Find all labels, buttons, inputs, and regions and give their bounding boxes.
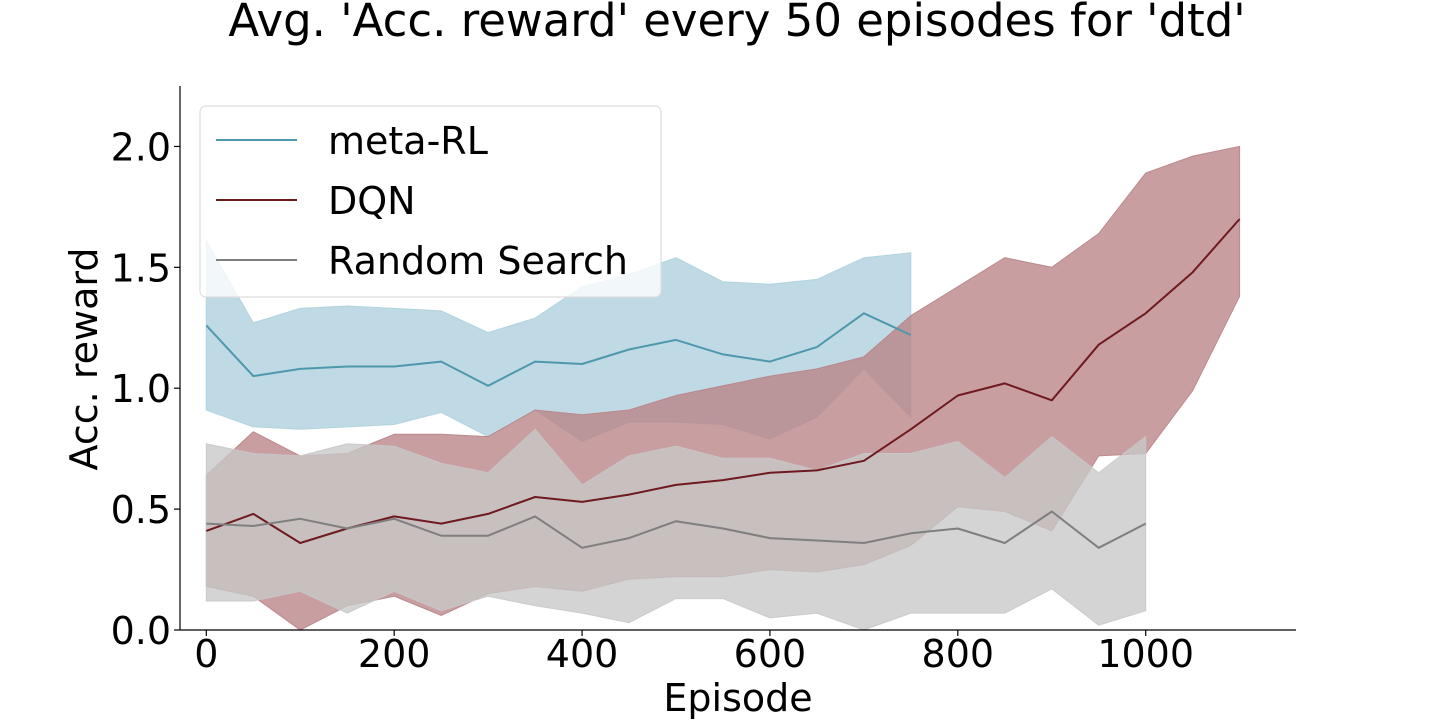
x-tick-label: 600 bbox=[734, 632, 807, 676]
x-tick-label: 400 bbox=[546, 632, 619, 676]
x-tick-label: 1000 bbox=[1097, 632, 1194, 676]
legend-frame bbox=[199, 105, 662, 298]
x-tick-label: 200 bbox=[358, 632, 431, 676]
legend: meta-RL DQN Random Search bbox=[199, 105, 662, 298]
legend-label-dqn: DQN bbox=[328, 179, 416, 223]
chart-title: Avg. 'Acc. reward' every 50 episodes for… bbox=[228, 0, 1245, 47]
y-tick-label: 1.5 bbox=[111, 246, 171, 290]
y-tick-label: 0.5 bbox=[111, 488, 171, 532]
axes bbox=[179, 86, 1296, 631]
x-tick-label: 0 bbox=[194, 632, 218, 676]
legend-label-random-search: Random Search bbox=[328, 239, 628, 283]
confidence-bands bbox=[205, 145, 1241, 631]
x-axis-title: Episode bbox=[663, 676, 812, 720]
x-axis-ticks: 0 200 400 600 800 1000 bbox=[194, 630, 1194, 676]
y-tick-label: 2.0 bbox=[111, 125, 171, 169]
y-axis-ticks: 0.0 0.5 1.0 1.5 2.0 bbox=[111, 125, 180, 653]
meta-rl-series-line bbox=[205, 312, 912, 387]
x-tick-label: 800 bbox=[922, 632, 995, 676]
y-tick-label: 1.0 bbox=[111, 367, 171, 411]
y-tick-label: 0.0 bbox=[111, 609, 171, 653]
series-lines bbox=[205, 218, 1241, 549]
legend-label-meta-rl: meta-RL bbox=[328, 119, 488, 163]
random-search-series-line bbox=[206, 510, 1147, 549]
y-axis-title: Acc. reward bbox=[62, 248, 106, 471]
random-search-confidence-band bbox=[205, 428, 1147, 631]
dqn-series-line bbox=[205, 218, 1241, 544]
